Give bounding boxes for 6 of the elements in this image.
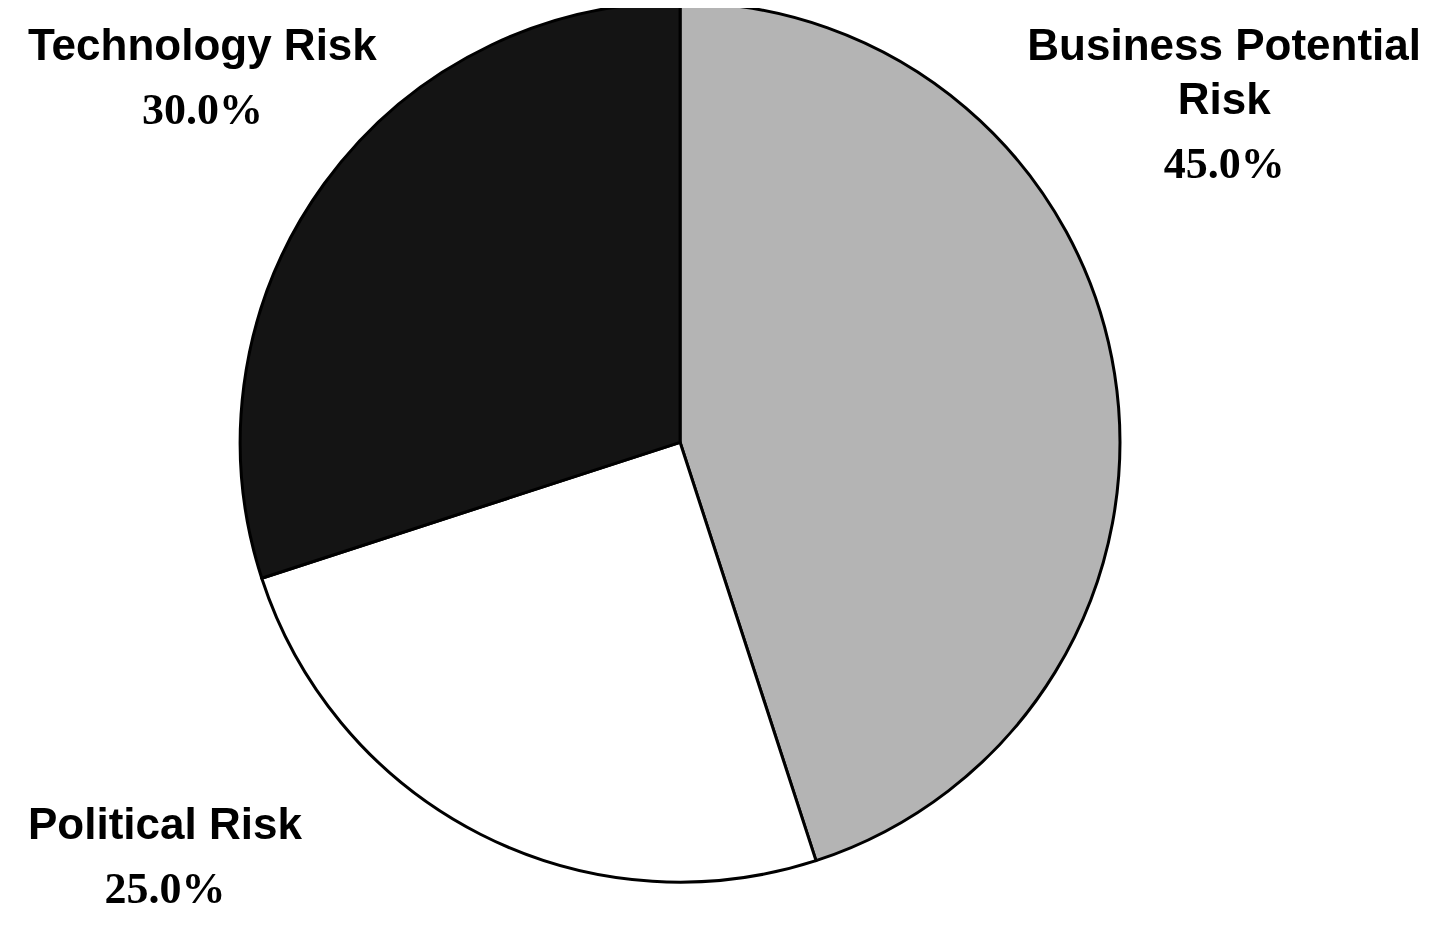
data-label: 30.0%	[141, 85, 263, 134]
slice-label: Business Potential Risk	[1027, 20, 1422, 123]
data-label: 25.0%	[104, 864, 226, 913]
slice-label: Technology Risk	[27, 20, 378, 69]
data-label: 45.0%	[1163, 139, 1285, 188]
slice-label: Political Risk	[28, 799, 303, 848]
